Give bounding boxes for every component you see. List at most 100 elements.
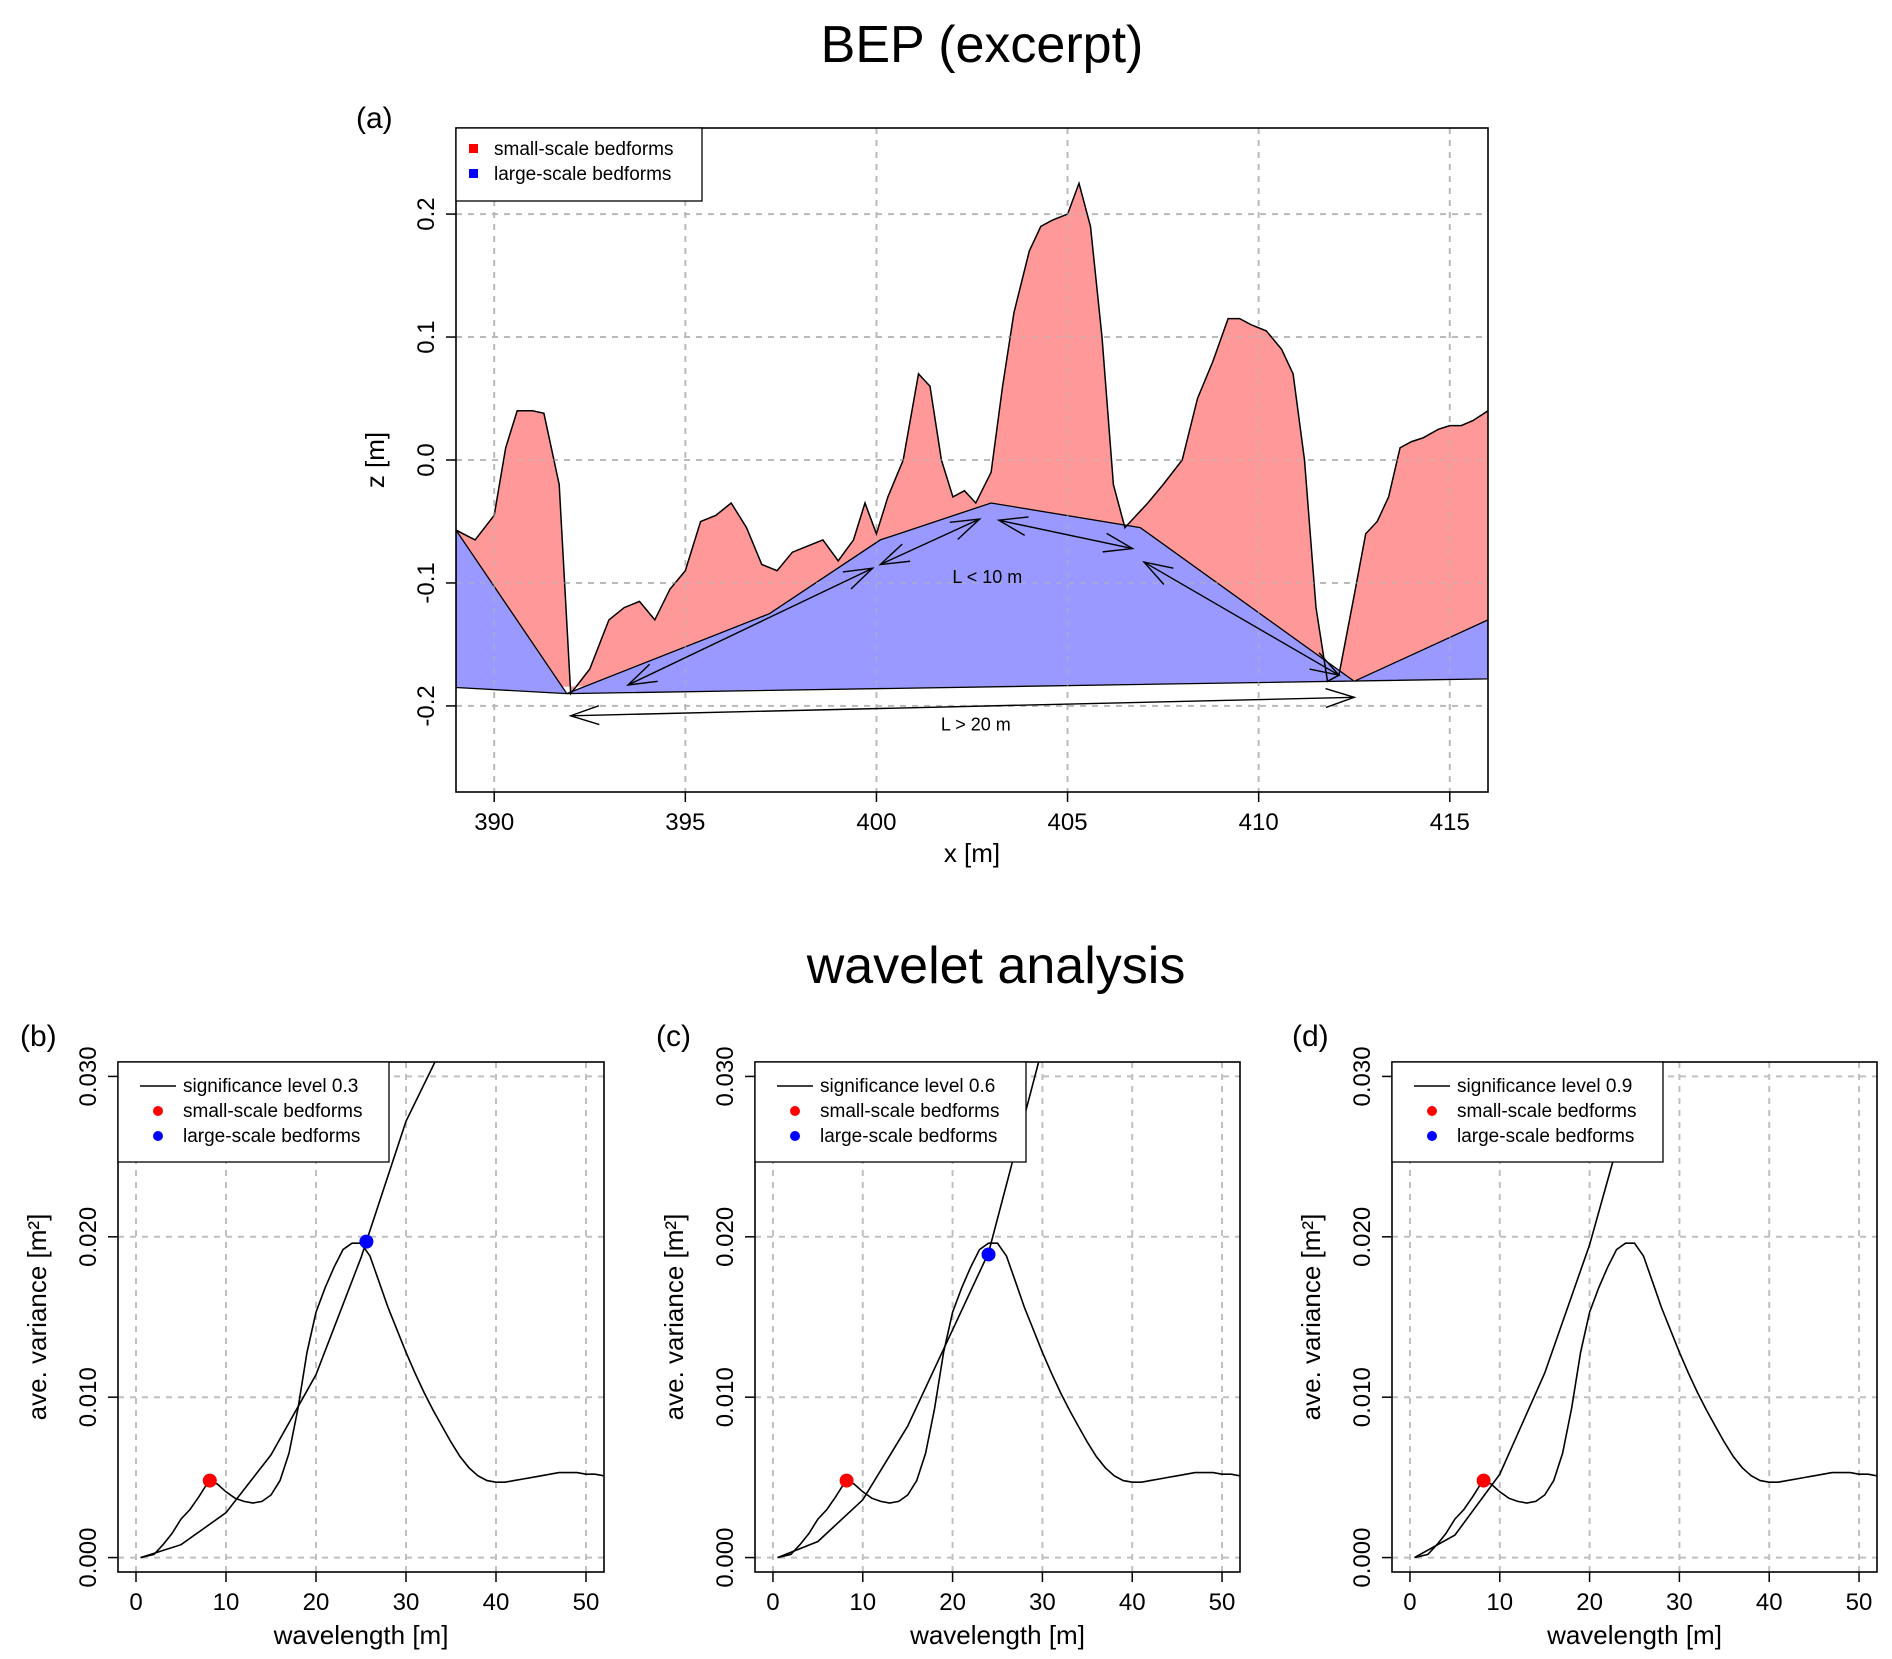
y-tick-label: 0.000 (712, 1528, 739, 1588)
panel-a: L < 10 m L > 20 m 390 395 400 405 410 415 -0.2 -0… (356, 102, 1489, 868)
x-axis-label: x [m] (944, 838, 1000, 868)
x-tick-label: 10 (849, 1589, 876, 1616)
x-tick-label: 10 (213, 1589, 240, 1616)
panel-a-areas (456, 128, 1488, 792)
legend-label: small-scale bedforms (1457, 1101, 1637, 1122)
panel-label: (b) (20, 1020, 57, 1053)
arrow-large-right (1143, 561, 1340, 676)
y-axis-label: z [m] (360, 432, 390, 488)
y-axis-label: ave. variance [m²] (659, 1214, 689, 1421)
panel-c: 0 10 20 30 40 50 0.000 0.010 0.020 0.030 wavelengt… (656, 1020, 1241, 1650)
x-tick-label: 10 (1486, 1589, 1513, 1616)
significance-line (140, 1062, 436, 1559)
x-tick-label: 40 (1756, 1589, 1783, 1616)
legend-label: small-scale bedforms (820, 1101, 1000, 1122)
figure-title: BEP (excerpt) (821, 16, 1144, 74)
x-tick-label: 410 (1239, 809, 1279, 836)
legend: significance level 0.9 small-scale bedfor… (1391, 1061, 1664, 1163)
small-scale-area (456, 183, 1488, 694)
y-tick-label: 0.020 (1349, 1207, 1376, 1267)
x-tick-label: 390 (474, 809, 514, 836)
x-tick-label: 0 (1403, 1589, 1416, 1616)
legend: significance level 0.3 small-scale bedfor… (117, 1061, 390, 1163)
y-tick-label: 0.020 (712, 1207, 739, 1267)
panel-b-lines (140, 1062, 604, 1559)
legend: small-scale bedforms large-scale bedforms (455, 127, 703, 202)
y-tick-label: -0.2 (413, 685, 440, 726)
legend-box (754, 1061, 1027, 1163)
legend-label: significance level 0.3 (183, 1076, 358, 1097)
legend-box (117, 1061, 390, 1163)
small-scale-marker (1476, 1473, 1491, 1488)
variance-line (140, 1242, 604, 1559)
panel-label: (a) (356, 102, 393, 135)
large-scale-marker (981, 1247, 996, 1262)
x-tick-label: 40 (1119, 1589, 1146, 1616)
y-tick-label: 0.0 (413, 443, 440, 476)
legend-label: large-scale bedforms (1457, 1126, 1634, 1147)
legend-label: small-scale bedforms (494, 139, 674, 160)
arrow-small-1-head (878, 543, 911, 566)
y-tick-label: 0.030 (1349, 1046, 1376, 1106)
legend-label: large-scale bedforms (494, 164, 671, 185)
x-tick-label: 50 (1209, 1589, 1236, 1616)
small-scale-marker (202, 1473, 217, 1488)
x-tick-label: 40 (483, 1589, 510, 1616)
significance-line (777, 1062, 1040, 1559)
legend-swatch (790, 1131, 800, 1141)
legend-swatch (153, 1131, 163, 1141)
y-tick-label: 0.000 (75, 1528, 102, 1588)
legend-swatch (469, 144, 478, 153)
x-tick-label: 405 (1048, 809, 1088, 836)
x-tick-label: 0 (766, 1589, 779, 1616)
legend-label: significance level 0.6 (820, 1076, 995, 1097)
legend-label: small-scale bedforms (183, 1101, 363, 1122)
arrow-large-left (627, 567, 873, 686)
arrow-small-2 (998, 519, 1133, 550)
arrow-small-2-head (1102, 532, 1135, 553)
arrow-large-left-head (842, 567, 875, 590)
x-tick-label: 415 (1430, 809, 1470, 836)
y-tick-label: 0.2 (413, 197, 440, 230)
arrow-small-2-head (996, 516, 1029, 536)
arrow-L-long-head (1325, 687, 1357, 709)
panel-label: (d) (1292, 1020, 1329, 1053)
profile-line (456, 180, 1488, 696)
x-axis-label: wavelength [m] (1546, 1620, 1722, 1650)
x-tick-label: 0 (129, 1589, 142, 1616)
legend-label: large-scale bedforms (183, 1126, 360, 1147)
x-tick-label: 50 (1846, 1589, 1873, 1616)
annotation-label: L > 20 m (941, 715, 1011, 735)
y-axis-label: ave. variance [m²] (1296, 1214, 1326, 1421)
legend: significance level 0.6 small-scale bedfor… (754, 1061, 1027, 1163)
legend-swatch (790, 1106, 800, 1116)
y-tick-label: 0.030 (75, 1046, 102, 1106)
x-tick-label: 395 (665, 809, 705, 836)
arrow-large-right-head (1309, 652, 1341, 677)
arrow-small-1 (879, 518, 980, 566)
y-tick-label: 0.1 (413, 320, 440, 353)
panel-b: 0 10 20 30 40 50 0.000 0.010 0.020 0.030 wavelengt… (20, 1020, 605, 1650)
y-tick-label: 0.020 (75, 1207, 102, 1267)
variance-line (777, 1242, 1240, 1559)
legend-label: significance level 0.9 (1457, 1076, 1632, 1097)
annotation-label: L < 10 m (952, 567, 1022, 587)
legend-swatch (1427, 1106, 1437, 1116)
large-scale-marker (359, 1234, 374, 1249)
panel-c-lines (777, 1062, 1240, 1559)
legend-swatch (153, 1106, 163, 1116)
arrow-L-long-head (568, 704, 600, 726)
arrow-large-right-head (1142, 560, 1174, 585)
y-tick-label: 0.010 (75, 1367, 102, 1427)
wavelet-title: wavelet analysis (806, 937, 1186, 995)
x-tick-label: 30 (393, 1589, 420, 1616)
x-axis-label: wavelength [m] (909, 1620, 1085, 1650)
y-axis-label: ave. variance [m²] (22, 1214, 52, 1421)
variance-line (1414, 1242, 1877, 1559)
arrow-L-long (570, 696, 1355, 717)
arrow-large-left-head (625, 663, 658, 686)
x-tick-label: 20 (303, 1589, 330, 1616)
arrow-small-1-head (949, 518, 982, 540)
x-axis-label: wavelength [m] (273, 1620, 449, 1650)
